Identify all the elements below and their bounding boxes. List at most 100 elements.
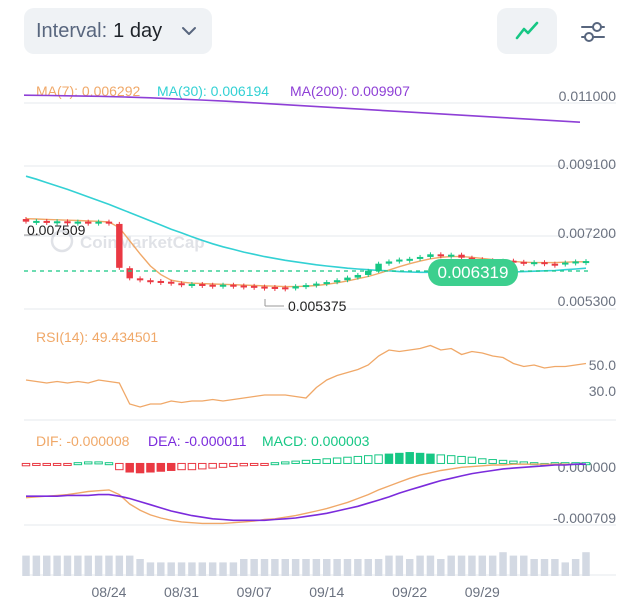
candle-up [323, 282, 330, 285]
macd-bar-positive [301, 459, 311, 464]
macd-bar-negative [198, 462, 207, 470]
high-label: 0.007509 [27, 222, 86, 238]
candle-down [271, 286, 279, 289]
time-tick: 09/29 [465, 584, 500, 600]
candle-down [541, 262, 548, 265]
time-tick: 09/07 [237, 584, 272, 600]
macd-bar-negative [187, 462, 197, 471]
rsi-axis: 50.0 30.0 [589, 357, 616, 399]
watermark-text: CoinMarketCap [80, 233, 205, 252]
macd-bar-positive [467, 456, 477, 464]
chart-settings-button[interactable] [570, 8, 616, 54]
volume-bar [520, 555, 528, 576]
candle-down [116, 223, 123, 268]
volume-bar [447, 555, 455, 576]
candle-down [240, 285, 247, 288]
macd-bar-negative [229, 462, 238, 468]
time-tick: 08/24 [91, 584, 126, 600]
candle-down [167, 281, 175, 284]
volume-bar [146, 562, 155, 576]
coinmarketcap-watermark: CoinMarketCap [50, 229, 205, 253]
candle-down [147, 280, 154, 283]
candle-down [551, 263, 559, 266]
candle-down [510, 260, 517, 263]
volume-bar [478, 555, 487, 576]
macd-legend: MACD: 0.000003 [262, 433, 370, 449]
macd-bar-negative [146, 462, 155, 473]
macd-bar-negative [218, 462, 228, 468]
macd-bar-positive [488, 459, 497, 464]
candle-down [136, 278, 144, 281]
volume-bar [63, 555, 72, 576]
macd-bar-positive [281, 461, 290, 465]
macd-bar-positive [363, 455, 373, 464]
macd-bar-positive [415, 452, 425, 464]
price-tick: 0.005300 [558, 293, 617, 309]
volume-bar [499, 552, 507, 576]
dea-legend: DEA: -0.000011 [148, 433, 247, 449]
macd-bar-negative [125, 462, 134, 473]
volume-bar [374, 559, 383, 576]
rsi-tick: 30.0 [589, 383, 616, 399]
current-price-label: 0.006319 [438, 263, 509, 282]
time-tick: 09/14 [309, 584, 344, 600]
candle-up [33, 220, 40, 223]
price-tick: 0.011000 [559, 88, 617, 104]
macd-bar-positive [405, 452, 414, 464]
macd-bar-positive [436, 454, 446, 464]
macd-bar-positive [332, 457, 342, 464]
interval-label: Interval: [36, 19, 108, 42]
line-chart-icon [515, 21, 539, 40]
candle-down [64, 221, 71, 224]
candle-down [157, 280, 165, 283]
volume-bar [240, 559, 248, 576]
volume-bar [229, 562, 238, 576]
candle-down [282, 287, 289, 290]
macd-bar-negative [156, 462, 166, 472]
macd-bar-negative [260, 462, 269, 466]
macd-bar-positive [498, 459, 508, 464]
candle-up [385, 261, 393, 264]
time-axis: 08/24 08/31 09/07 09/14 09/22 09/29 [91, 584, 500, 600]
candle-up [396, 259, 403, 262]
macd-bar-negative [32, 462, 41, 466]
volume-bar [105, 555, 113, 576]
macd-bar-positive [343, 456, 352, 464]
volume-bar [509, 555, 518, 576]
volume-bar [136, 559, 144, 576]
macd-bar-negative [115, 462, 124, 471]
ma30-legend: MA(30): 0.006194 [157, 83, 269, 99]
macd-bar-negative [21, 462, 31, 467]
volume-bar [260, 559, 269, 576]
volume-bar [22, 555, 30, 576]
volume-bar [94, 555, 103, 576]
chart-toolbar: Interval: 1 day [0, 0, 640, 70]
price-tick: 0.009100 [558, 156, 617, 172]
macd-bar-negative [239, 462, 249, 467]
volume-bar [291, 559, 300, 576]
interval-dropdown[interactable]: Interval: 1 day [24, 8, 212, 54]
macd-bar-positive [509, 460, 518, 464]
volume-bar [177, 562, 186, 576]
candle-up [53, 221, 61, 224]
time-tick: 08/31 [164, 584, 199, 600]
candle-up [188, 283, 196, 286]
macd-bar-positive [384, 453, 394, 464]
volume-bar [561, 562, 569, 576]
volume-bar [416, 555, 424, 576]
macd-bar-positive [83, 461, 93, 465]
volume-bar [74, 555, 82, 576]
ma200-legend: MA(200): 0.009907 [290, 83, 410, 99]
candle-down [43, 220, 50, 223]
macd-bar-positive [426, 453, 435, 464]
sliders-icon [581, 22, 605, 42]
volume-bar [457, 555, 466, 576]
macd-tick: 0.000000 [558, 459, 617, 475]
candle-up [302, 285, 310, 288]
macd-bar-negative [52, 462, 62, 466]
candle-up [427, 254, 434, 257]
line-chart-mode-button[interactable] [497, 8, 557, 54]
volume-bar [540, 559, 549, 576]
dea-line [26, 463, 586, 522]
price-chart[interactable]: MA(7): 0.006292 MA(30): 0.006194 MA(200)… [0, 70, 640, 610]
